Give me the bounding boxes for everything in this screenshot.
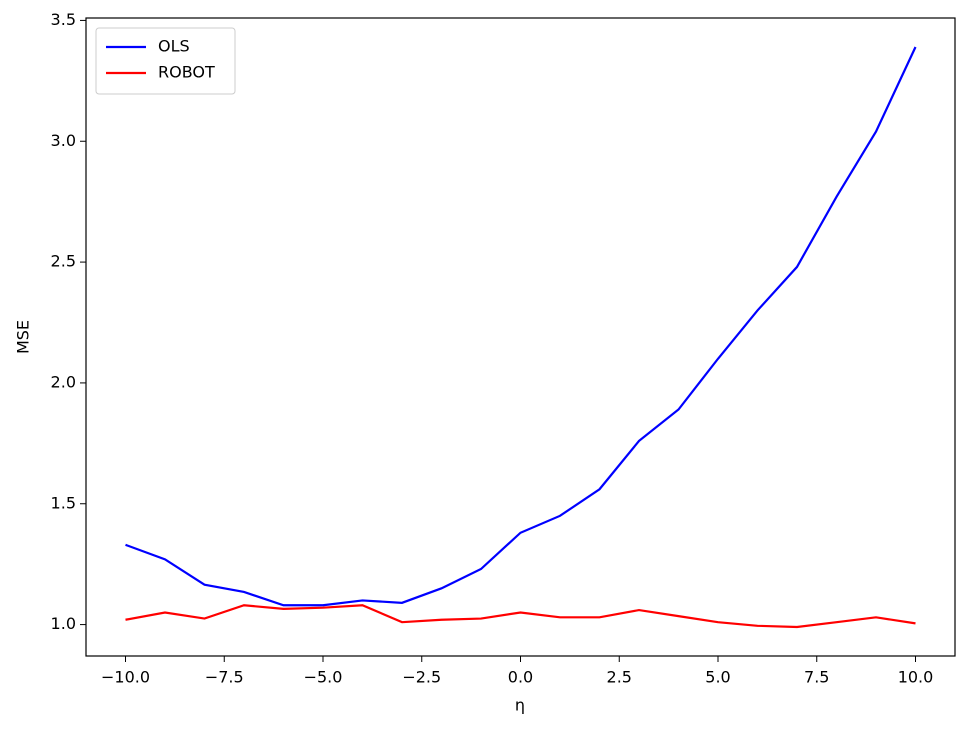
y-tick-label: 1.5 bbox=[51, 493, 76, 512]
plot-frame bbox=[85, 17, 956, 657]
x-tick-label: 5.0 bbox=[705, 668, 730, 687]
x-tick-label: −10.0 bbox=[101, 668, 150, 687]
line-series bbox=[125, 46, 917, 607]
x-tick-label: −2.5 bbox=[402, 668, 441, 687]
line-series bbox=[125, 604, 916, 629]
x-tick-label: −7.5 bbox=[205, 668, 244, 687]
legend-label: OLS bbox=[158, 37, 190, 56]
x-tick-label: 0.0 bbox=[508, 668, 533, 687]
x-tick-label: 7.5 bbox=[804, 668, 829, 687]
x-tick-label: 2.5 bbox=[607, 668, 632, 687]
legend-label: ROBOT bbox=[158, 63, 215, 82]
y-axis-label: MSE bbox=[14, 320, 33, 354]
y-tick-label: 2.0 bbox=[51, 372, 76, 391]
x-tick-label: 10.0 bbox=[898, 668, 934, 687]
y-tick-label: 1.0 bbox=[51, 614, 76, 633]
x-axis-label: η bbox=[515, 696, 525, 715]
legend-box bbox=[95, 27, 236, 95]
y-tick-label: 3.0 bbox=[51, 131, 76, 150]
x-tick-label: −5.0 bbox=[304, 668, 343, 687]
y-tick-label: 2.5 bbox=[51, 252, 76, 271]
y-tick-label: 3.5 bbox=[51, 10, 76, 29]
